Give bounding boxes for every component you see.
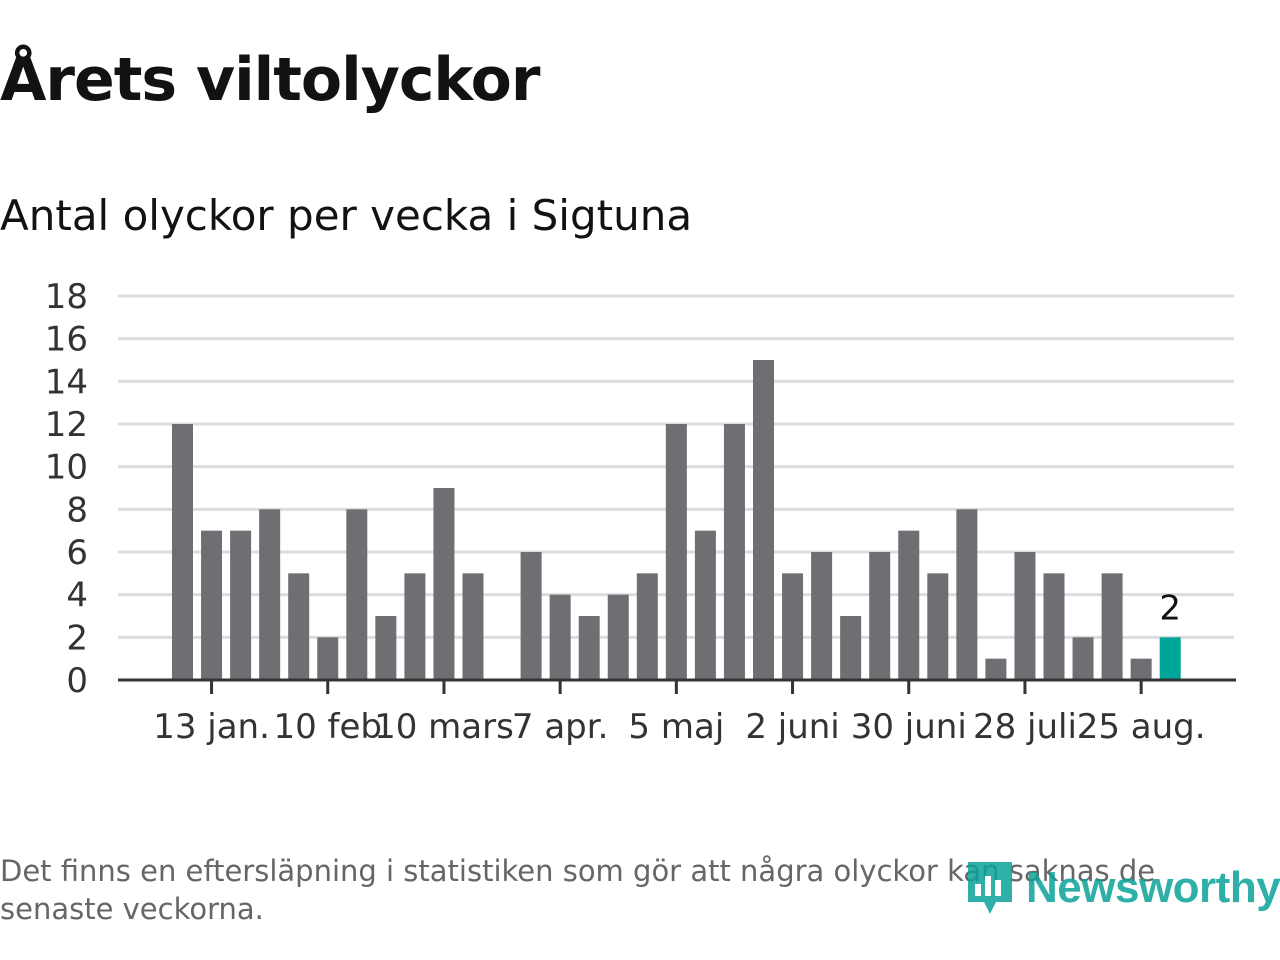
x-tick-label: 30 juni (851, 707, 967, 747)
bar (317, 637, 339, 680)
chart-title: Årets viltolyckor (0, 45, 540, 115)
x-tick-label: 5 maj (628, 707, 724, 747)
y-tick-label: 18 (45, 277, 88, 317)
bar (636, 573, 658, 680)
bar-value-label: 2 (1159, 588, 1181, 628)
y-tick-label: 12 (45, 405, 88, 445)
bar (694, 530, 716, 680)
y-tick-label: 0 (66, 661, 88, 701)
bar (578, 616, 600, 680)
footnote: Det finns en eftersläpning i statistiken… (0, 854, 1156, 926)
newsworthy-logo-icon (964, 858, 1016, 918)
bar (520, 552, 542, 680)
x-tick-label: 13 jan. (153, 707, 270, 747)
bar (346, 509, 368, 680)
y-tick-label: 10 (45, 448, 88, 488)
x-tick-label: 28 juli (973, 707, 1077, 747)
y-tick-label: 6 (66, 533, 88, 573)
x-tick-label: 10 mars (374, 707, 514, 747)
bars (172, 360, 1181, 680)
y-tick-label: 16 (45, 320, 88, 360)
bar (172, 424, 193, 680)
bar (1130, 658, 1152, 680)
brand-logo: Newsworthy (964, 858, 1280, 918)
bar (665, 424, 687, 680)
y-tick-label: 14 (45, 362, 88, 402)
bar (723, 424, 745, 680)
bar (433, 488, 455, 680)
bar (375, 616, 397, 680)
bar (956, 509, 978, 680)
bar (1072, 637, 1094, 680)
x-axis (118, 678, 1236, 694)
bar (1014, 552, 1036, 680)
y-tick-label: 4 (66, 576, 88, 616)
x-tick-label: 25 aug. (1077, 707, 1206, 747)
x-tick-label: 10 feb (273, 707, 382, 747)
bar (462, 573, 484, 680)
y-tick-label: 2 (66, 618, 88, 658)
bar-highlighted (1159, 637, 1181, 680)
bar (898, 530, 920, 680)
data-labels: 2 (1159, 588, 1181, 628)
bar (1043, 573, 1065, 680)
bar (549, 594, 571, 680)
x-tick-label: 7 apr. (512, 707, 609, 747)
bar (201, 530, 223, 680)
y-tick-label: 8 (66, 490, 88, 530)
bar (404, 573, 426, 680)
x-tick-label: 2 juni (745, 707, 839, 747)
bar (811, 552, 833, 680)
bar (230, 530, 252, 680)
bar (840, 616, 862, 680)
bar (869, 552, 891, 680)
chart-subtitle: Antal olyckor per vecka i Sigtuna (0, 191, 693, 240)
bar (927, 573, 949, 680)
bar (259, 509, 281, 680)
bar (782, 573, 804, 680)
bar (607, 594, 629, 680)
bar (753, 360, 774, 680)
brand-name: Newsworthy (1026, 863, 1280, 912)
bar (985, 658, 1007, 680)
bar (288, 573, 310, 680)
bar (1101, 573, 1123, 680)
